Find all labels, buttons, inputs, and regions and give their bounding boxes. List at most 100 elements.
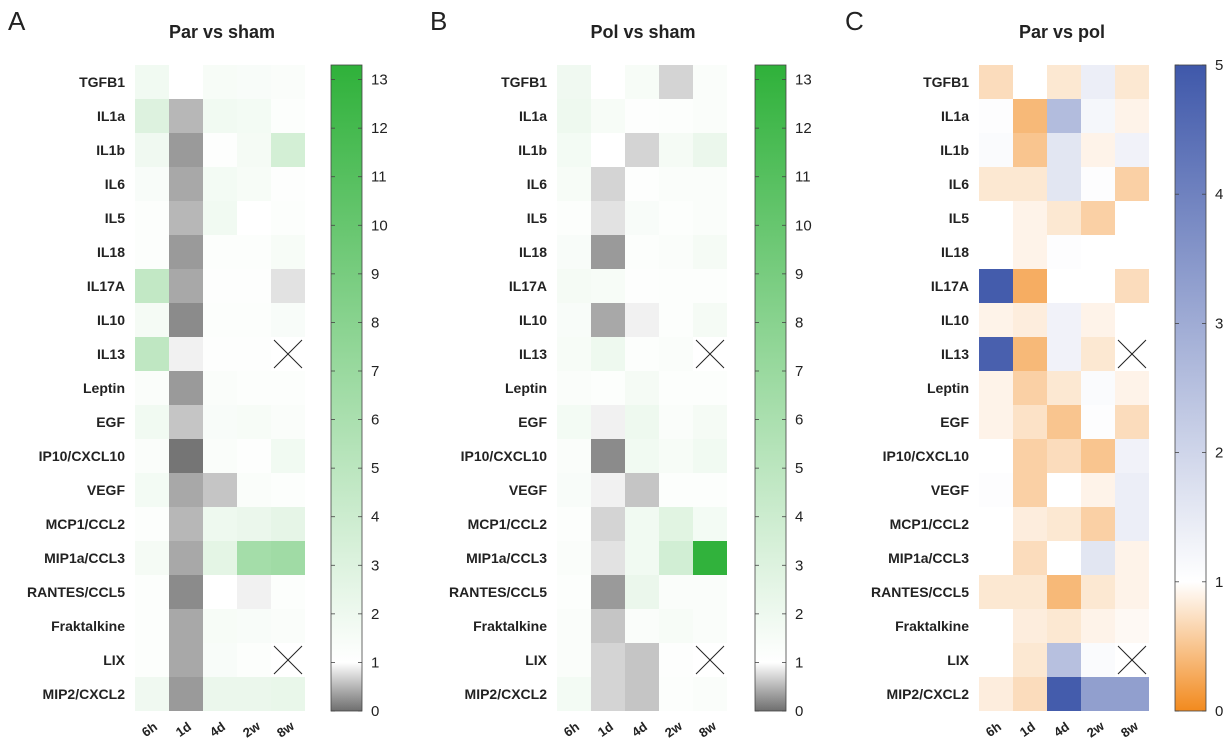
- colorbar-tick-label: 7: [371, 363, 379, 380]
- heatmap-cell: [659, 541, 693, 575]
- row-label: IP10/CXCL10: [883, 448, 970, 464]
- heatmap-cell: [1081, 643, 1115, 677]
- heatmap-cell: [1081, 337, 1115, 371]
- heatmap-cell: [591, 167, 625, 201]
- heatmap-cell: [557, 439, 591, 473]
- panel-c-row-labels: TGFB1 IL1a IL1b IL6 IL5 IL18 IL17A IL10 IL13 Lept…: [871, 74, 970, 702]
- heatmap-cell: [979, 235, 1013, 269]
- row-label: IL1a: [519, 108, 547, 124]
- heatmap-cell: [557, 201, 591, 235]
- heatmap-cell: [135, 371, 169, 405]
- heatmap-cell: [979, 507, 1013, 541]
- heatmap-cell: [169, 643, 203, 677]
- heatmap-cell: [1115, 133, 1149, 167]
- heatmap-cell: [203, 235, 237, 269]
- heatmap-cell: [271, 405, 305, 439]
- heatmap-cell: [169, 303, 203, 337]
- row-label: IL1a: [941, 108, 969, 124]
- heatmap-cell: [271, 473, 305, 507]
- heatmap-cell: [1047, 405, 1081, 439]
- row-label: IL17A: [87, 278, 125, 294]
- heatmap-cell: [979, 541, 1013, 575]
- row-label: IL18: [941, 244, 969, 260]
- row-label: EGF: [96, 414, 125, 430]
- column-label: 2w: [662, 718, 686, 741]
- row-label: IP10/CXCL10: [39, 448, 126, 464]
- heatmap-cell: [1047, 201, 1081, 235]
- heatmap-cell: [271, 303, 305, 337]
- colorbar-gradient: [754, 64, 787, 712]
- heatmap-cell: [659, 371, 693, 405]
- heatmap-cell: [135, 405, 169, 439]
- heatmap-cell: [693, 99, 727, 133]
- heatmap-cell: [979, 473, 1013, 507]
- heatmap-cell: [979, 337, 1013, 371]
- row-label: MCP1/CCL2: [468, 516, 548, 532]
- heatmap-cell: [659, 643, 693, 677]
- heatmap-cell: [1081, 439, 1115, 473]
- heatmap-cell: [979, 677, 1013, 711]
- heatmap-cell: [203, 337, 237, 371]
- heatmap-cell: [271, 541, 305, 575]
- heatmap-cell: [1013, 609, 1047, 643]
- heatmap-cell: [1115, 439, 1149, 473]
- heatmap-cell: [1115, 303, 1149, 337]
- column-label: 4d: [629, 719, 650, 740]
- heatmap-cell: [1081, 269, 1115, 303]
- colorbar-tick-label: 0: [795, 703, 803, 720]
- heatmap-cell: [1081, 609, 1115, 643]
- heatmap-cell: [1013, 337, 1047, 371]
- heatmap-cell: [135, 65, 169, 99]
- heatmap-cell: [659, 507, 693, 541]
- heatmap-cell: [693, 235, 727, 269]
- row-label: Fraktalkine: [895, 618, 969, 634]
- heatmap-cell: [1081, 303, 1115, 337]
- heatmap-cell: [1081, 575, 1115, 609]
- heatmap-cell: [591, 303, 625, 337]
- row-label: Leptin: [505, 380, 547, 396]
- heatmap-cell: [1047, 269, 1081, 303]
- row-label: VEGF: [87, 482, 126, 498]
- heatmap-cell: [979, 167, 1013, 201]
- heatmap-cell: [625, 507, 659, 541]
- row-label: RANTES/CCL5: [449, 584, 547, 600]
- heatmap-cell: [1047, 303, 1081, 337]
- column-label: 8w: [696, 718, 720, 741]
- heatmap-cell: [1115, 269, 1149, 303]
- heatmap-cell: [693, 303, 727, 337]
- heatmap-cell: [659, 303, 693, 337]
- heatmap-cell: [1047, 507, 1081, 541]
- heatmap-cell: [557, 65, 591, 99]
- panel-c-colorbar: 0 1 2 3 4 5: [1174, 57, 1223, 720]
- heatmap-cell: [1115, 235, 1149, 269]
- column-label: 6h: [139, 719, 160, 740]
- heatmap-cell: [1081, 99, 1115, 133]
- heatmap-cell: [135, 609, 169, 643]
- heatmap-cell: [203, 133, 237, 167]
- heatmap-cell: [135, 303, 169, 337]
- heatmap-cell: [591, 269, 625, 303]
- heatmap-cell: [203, 99, 237, 133]
- panel-b-column-labels: 6h 1d 4d 2w 8w: [561, 718, 720, 741]
- row-label: IL10: [97, 312, 125, 328]
- heatmap-cell: [237, 677, 271, 711]
- heatmap-cell: [135, 439, 169, 473]
- heatmap-cell: [1013, 541, 1047, 575]
- heatmap-cell: [979, 405, 1013, 439]
- heatmap-cell: [1013, 133, 1047, 167]
- heatmap-cell: [1115, 65, 1149, 99]
- heatmap-cell: [591, 507, 625, 541]
- heatmap-cell: [1115, 609, 1149, 643]
- heatmap-cell: [1013, 303, 1047, 337]
- row-label: IL13: [97, 346, 125, 362]
- heatmap-cell: [591, 609, 625, 643]
- heatmap-cell: [203, 677, 237, 711]
- heatmap-cell: [1081, 473, 1115, 507]
- row-label: MCP1/CCL2: [46, 516, 126, 532]
- heatmap-cell: [1013, 439, 1047, 473]
- heatmap-cell: [1047, 439, 1081, 473]
- heatmap-cell: [1013, 167, 1047, 201]
- column-label: 2w: [240, 718, 264, 741]
- row-label: LIX: [525, 652, 547, 668]
